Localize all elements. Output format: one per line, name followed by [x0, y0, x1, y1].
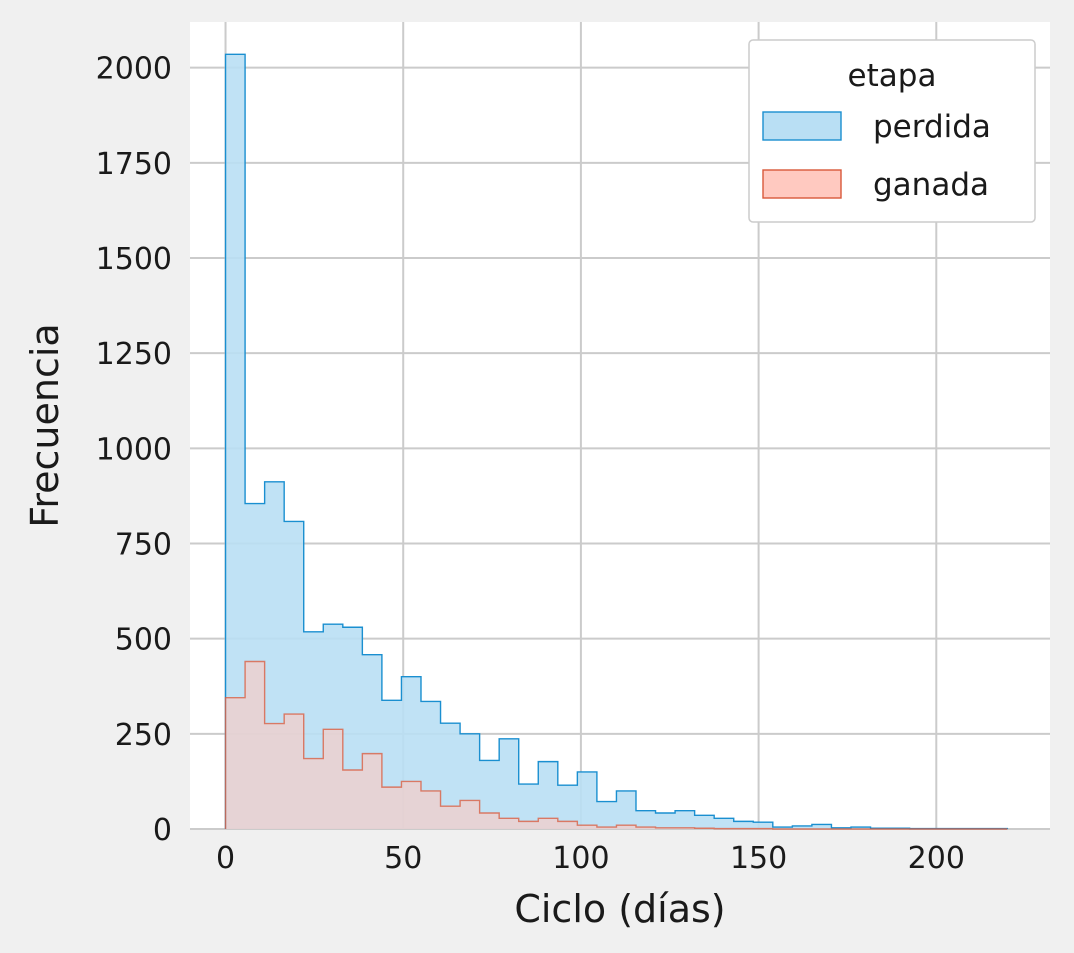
y-tick-label: 750: [115, 528, 172, 563]
x-tick-label: 50: [384, 841, 422, 876]
y-tick-label: 250: [115, 718, 172, 753]
y-tick-label: 0: [153, 813, 172, 848]
series-outline-ganada: [224, 660, 1008, 830]
legend-label-perdida: perdida: [873, 109, 991, 145]
x-axis-label: Ciclo (días): [514, 887, 725, 931]
legend-label-ganada: ganada: [873, 167, 989, 203]
tick-labels: 0 50 100 150 2000250500750100012501500175020…: [96, 52, 965, 876]
x-tick-label: 0: [216, 841, 235, 876]
y-axis-label: Frecuencia: [23, 323, 67, 527]
legend: etapa perdida ganada: [748, 39, 1036, 223]
y-tick-label: 500: [115, 623, 172, 658]
y-tick-label: 2000: [96, 52, 172, 87]
y-tick-label: 1500: [96, 242, 172, 277]
x-tick-label: 150: [730, 841, 787, 876]
legend-swatch-perdida: [762, 111, 842, 141]
legend-title: etapa: [848, 58, 937, 94]
y-tick-label: 1250: [96, 337, 172, 372]
y-tick-label: 1000: [96, 432, 172, 467]
histogram-bars: [224, 53, 1009, 830]
x-tick-label: 100: [552, 841, 609, 876]
legend-items: perdida ganada: [762, 109, 991, 203]
series-outline-perdida: [224, 53, 1009, 830]
legend-swatch-ganada: [762, 169, 842, 199]
series-ganada: [224, 660, 1008, 830]
x-tick-label: 200: [908, 841, 965, 876]
y-tick-label: 1750: [96, 147, 172, 182]
